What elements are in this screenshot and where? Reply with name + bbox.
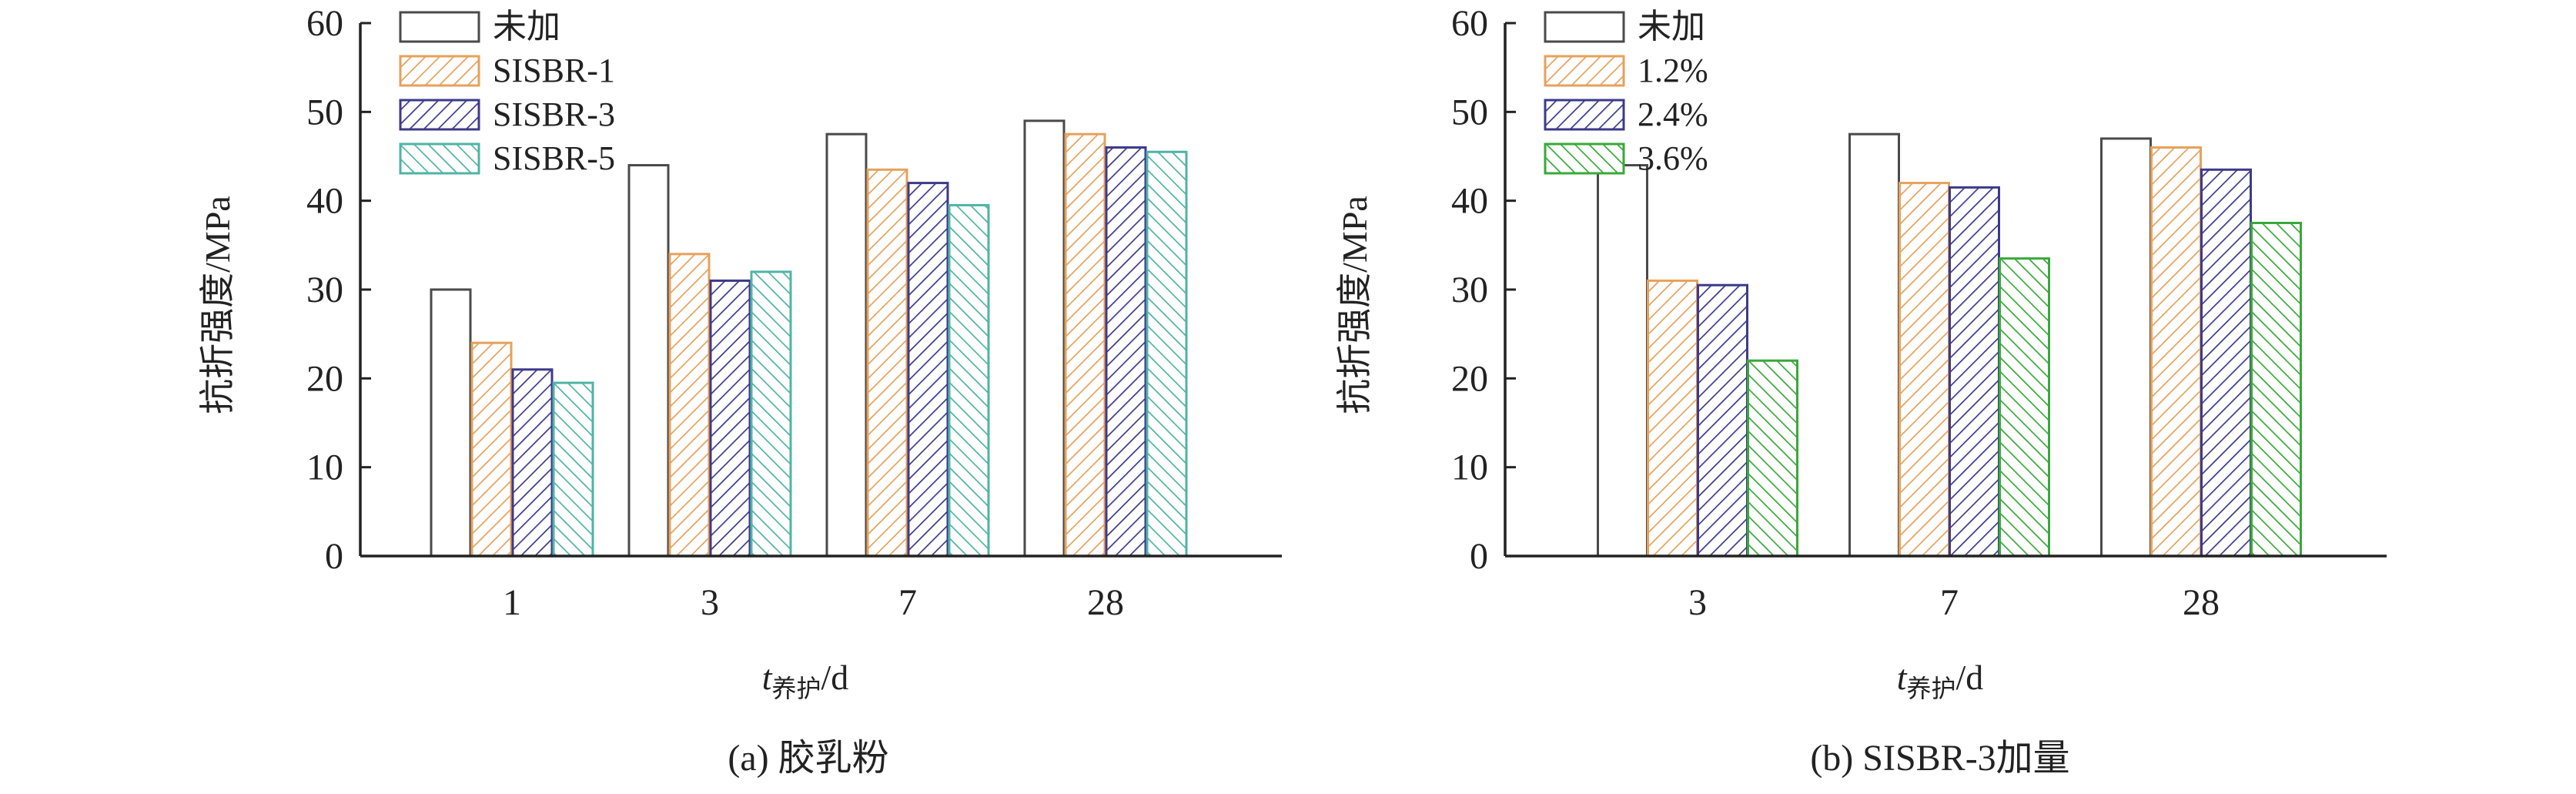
chart-a-x-category-label: 3	[701, 582, 719, 623]
chart-b-y-tick-label: 20	[1451, 358, 1488, 399]
chart-a-ylabel: 抗折强度/MPa	[198, 196, 237, 414]
chart-a-legend-label-1: 未加	[493, 8, 560, 45]
chart-a-legend-swatch-2	[399, 55, 480, 87]
chart-b-legend-swatch-3	[1544, 99, 1625, 131]
chart-b-bar-2-3	[2150, 146, 2202, 558]
chart-a-bar-2-4	[1064, 132, 1106, 558]
chart-a-bar-3-4	[1105, 146, 1147, 558]
chart-b-bar-2-1	[1647, 279, 1698, 558]
chart-b-legend-label-2: 1.2%	[1638, 52, 1708, 89]
chart-b-bar-3-2	[1949, 186, 2000, 558]
chart-a-x-category-label: 7	[898, 582, 917, 623]
chart-b-axes	[1504, 23, 2387, 558]
chart-a-bar-1-1	[430, 288, 472, 558]
chart-b-y-tick-label: 50	[1451, 92, 1488, 132]
chart-a-legend-swatch-4	[399, 142, 480, 175]
chart-b-bar-4-1	[1747, 359, 1798, 558]
chart-a-bar-4-3	[948, 203, 990, 558]
chart-a-bar-3-1	[511, 368, 554, 558]
chart-a-bar-2-1	[470, 341, 513, 558]
chart-b-legend-swatch-1	[1544, 11, 1625, 43]
chart-a-x-categories: 1 3 7 28	[503, 582, 1124, 623]
chart-b-bar-1-3	[2100, 137, 2152, 558]
chart-a-y-tick-label: 50	[306, 92, 343, 132]
chart-b-legend-label-1: 未加	[1638, 8, 1705, 45]
chart-a-legend-swatch-1	[399, 11, 480, 43]
chart-a-bar-1-4	[1023, 119, 1066, 558]
chart-b-bar-4-3	[2250, 222, 2302, 558]
chart-a-x-category-label: 28	[1087, 582, 1124, 623]
chart-b-bar-3-3	[2200, 168, 2252, 558]
chart-b-y-tick-label: 10	[1451, 447, 1488, 488]
chart-b-legend-label-3: 2.4%	[1638, 95, 1708, 133]
chart-a-bars	[430, 119, 1188, 558]
chart-a-legend-swatch-3	[399, 99, 480, 131]
chart-b-y-tick-label: 30	[1451, 270, 1488, 310]
chart-b-caption: (b) SISBR-3加量	[1810, 738, 2069, 779]
chart-b-xlabel: t养护/d	[1897, 658, 1984, 702]
chart-b-legend: 未加 1.2% 2.4% 3.6%	[1544, 8, 1708, 177]
chart-b-bars	[1597, 132, 2302, 558]
chart-a-y-ticks: 0 10 20 30 40 50 60	[306, 3, 371, 577]
chart-b-legend-label-4: 3.6%	[1638, 139, 1708, 177]
chart-a-y-tick-label: 10	[306, 447, 343, 488]
chart-a-y-tick-label: 20	[306, 358, 343, 399]
chart-b-bar-2-2	[1899, 182, 1950, 558]
chart-b-y-ticks: 0 10 20 30 40 50 60	[1451, 3, 1516, 577]
chart-a-y-tick-label: 0	[325, 536, 343, 577]
chart-a-bar-2-3	[866, 168, 908, 558]
chart-a-legend-label-4: SISBR-5	[493, 139, 615, 177]
chart-b-y-tick-label: 40	[1451, 181, 1488, 222]
chart-a-y-tick-label: 60	[306, 3, 343, 44]
chart-a-legend: 未加 SISBR-1 SISBR-3 SISBR-5	[399, 8, 615, 177]
chart-a-axes	[359, 23, 1282, 558]
chart-b-x-categories: 3 7 28	[1688, 582, 2220, 623]
chart-a-bar-2-2	[668, 253, 711, 558]
chart-b-bar-3-1	[1697, 283, 1748, 558]
chart-a-x-category-label: 1	[503, 582, 521, 623]
chart-a-bar-3-2	[709, 279, 751, 558]
chart-b-bar-4-2	[1999, 257, 2050, 558]
chart-b-x-category-label: 7	[1940, 582, 1959, 623]
chart-b-x-category-label: 28	[2183, 582, 2220, 623]
chart-a-xlabel: t养护/d	[762, 658, 849, 702]
chart-a-caption: (a) 胶乳粉	[728, 738, 888, 779]
chart-a-bar-4-4	[1146, 150, 1188, 558]
chart-a-y-tick-label: 40	[306, 181, 343, 222]
chart-a-legend-label-3: SISBR-3	[493, 95, 615, 133]
chart-b-x-category-label: 3	[1688, 582, 1707, 623]
chart-a-y-tick-label: 30	[306, 270, 343, 310]
chart-b-legend-swatch-4	[1544, 142, 1625, 175]
chart-a-bar-3-3	[907, 182, 949, 558]
chart-b-bar-1-1	[1597, 164, 1648, 558]
chart-b-legend-swatch-2	[1544, 55, 1625, 87]
chart-b-y-tick-label: 0	[1470, 536, 1488, 577]
chart-b: 抗折强度/MPa 0 10 20 30 40 50 60 3 7 28 未加 1.2% 2.4% 3.…	[1335, 3, 2387, 779]
chart-a-bar-4-2	[750, 270, 792, 558]
chart-b-bar-1-2	[1848, 132, 1900, 558]
chart-b-y-tick-label: 60	[1451, 3, 1488, 44]
chart-b-ylabel: 抗折强度/MPa	[1335, 196, 1374, 414]
chart-a: 抗折强度/MPa 0 10 20 30 40 50 60 1 3 7 28 未加 SISBR-1 SI…	[198, 3, 1282, 779]
chart-a-bar-1-3	[825, 132, 868, 558]
chart-a-bar-1-2	[627, 164, 670, 558]
chart-a-bar-4-1	[552, 381, 594, 558]
chart-a-legend-label-2: SISBR-1	[493, 52, 615, 89]
